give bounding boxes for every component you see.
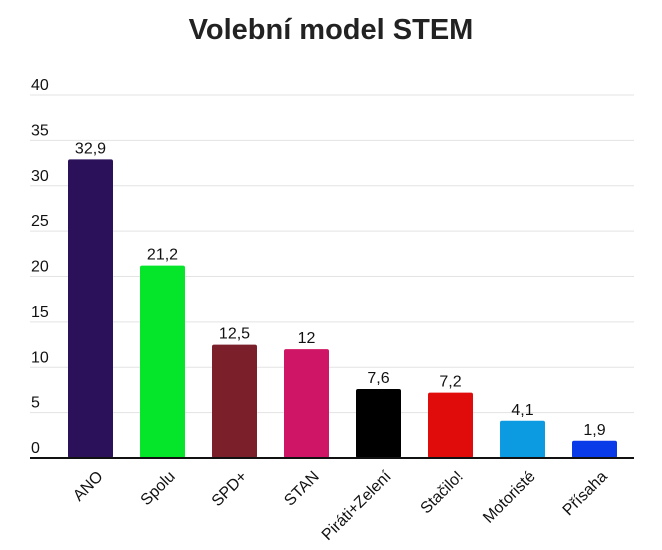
y-tick-label: 10 [31,349,49,366]
data-labels: 32,9 21,2 12,5 12 7,6 7,2 4,1 1,9 [75,140,606,438]
bar-sta-ilo- [428,392,473,458]
bar-pir-ti-zelen- [356,389,401,458]
y-tick-label: 5 [31,395,40,412]
bars [68,159,617,458]
y-tick-label: 15 [31,304,49,321]
bar-spolu [140,265,185,458]
category-label: Motoristé [480,468,539,527]
category-label: Piráti+Zelení [319,468,395,544]
data-label: 21,2 [147,247,178,264]
category-label: ANO [70,468,107,505]
y-tick-label: 40 [31,77,49,94]
category-label: Přísaha [560,468,611,519]
bar-p-saha [572,440,617,458]
bar-motorist- [500,420,545,458]
data-label: 1,9 [583,422,605,439]
bar-spd- [212,344,257,458]
y-tick-label: 20 [31,259,49,276]
gridlines [30,94,634,414]
y-tick-label: 30 [31,168,49,185]
data-label: 12,5 [219,326,250,343]
data-label: 4,1 [511,402,533,419]
y-axis-ticks: 0 5 10 15 20 25 30 35 40 [31,77,49,457]
data-label: 32,9 [75,140,106,157]
y-tick-label: 35 [31,122,49,139]
data-label: 7,2 [439,374,461,391]
category-label: STAN [281,468,322,509]
y-tick-label: 0 [31,440,40,457]
data-label: 7,6 [367,370,389,387]
y-tick-label: 25 [31,213,49,230]
category-label: SPD+ [209,468,251,510]
bar-stan [284,349,329,458]
bar-ano [68,159,113,458]
category-label: Stačilo! [418,468,467,517]
data-label: 12 [298,330,316,347]
category-label: Spolu [138,468,179,509]
chart-title: Volební model STEM [188,14,474,46]
